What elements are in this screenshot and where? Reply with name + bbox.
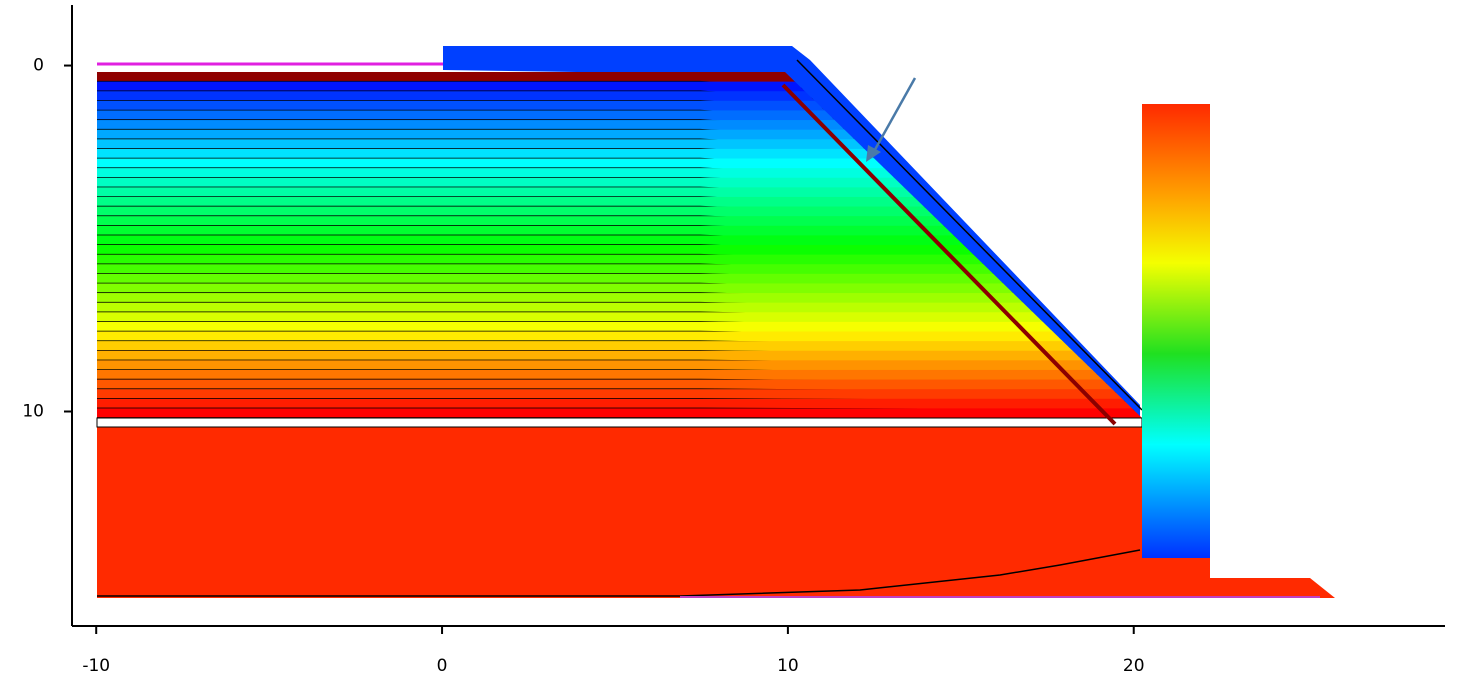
x-tick-label: -10 — [82, 656, 110, 676]
band — [97, 283, 1142, 294]
band — [97, 312, 1142, 323]
band — [97, 379, 1142, 390]
band — [97, 148, 1142, 159]
x-tick-label: 0 — [437, 656, 448, 676]
band — [97, 110, 1142, 121]
toe-layer — [1140, 558, 1335, 598]
band — [97, 389, 1142, 400]
band — [97, 350, 1142, 361]
band — [97, 245, 1142, 256]
contour-line — [97, 549, 1141, 597]
band — [97, 321, 1142, 332]
band — [97, 302, 1142, 313]
band — [97, 158, 1142, 169]
band — [97, 139, 1142, 150]
band — [97, 273, 1142, 284]
band — [97, 341, 1142, 352]
arrow-head — [866, 145, 881, 162]
bottom-layer — [97, 427, 1142, 598]
y-tick-label: 0 — [33, 56, 44, 76]
colorbar — [1142, 104, 1210, 558]
band — [97, 235, 1142, 246]
band — [97, 225, 1142, 236]
contour-field — [96, 46, 1335, 598]
arrow — [870, 77, 917, 156]
slope-edge — [796, 59, 1143, 411]
interface — [96, 417, 1143, 428]
band — [97, 168, 1142, 179]
band — [97, 398, 1142, 409]
band — [97, 254, 1142, 265]
x-tick-label: 10 — [777, 656, 799, 676]
band — [97, 196, 1142, 208]
band — [97, 331, 1142, 342]
band — [97, 177, 1142, 188]
band — [97, 360, 1142, 371]
band — [97, 72, 1142, 83]
band — [97, 264, 1142, 275]
band — [97, 293, 1142, 304]
band — [97, 91, 1142, 102]
slip-surface — [781, 83, 1117, 426]
band — [97, 100, 1142, 111]
band — [97, 369, 1142, 381]
band — [97, 206, 1142, 217]
y-tick-label: 10 — [22, 402, 44, 422]
band — [97, 408, 1142, 418]
band — [97, 81, 1142, 92]
bands — [97, 72, 1142, 418]
band — [97, 120, 1142, 131]
x-tick-label: 20 — [1123, 656, 1145, 676]
band — [97, 129, 1142, 140]
band — [97, 216, 1142, 227]
band — [97, 187, 1142, 198]
